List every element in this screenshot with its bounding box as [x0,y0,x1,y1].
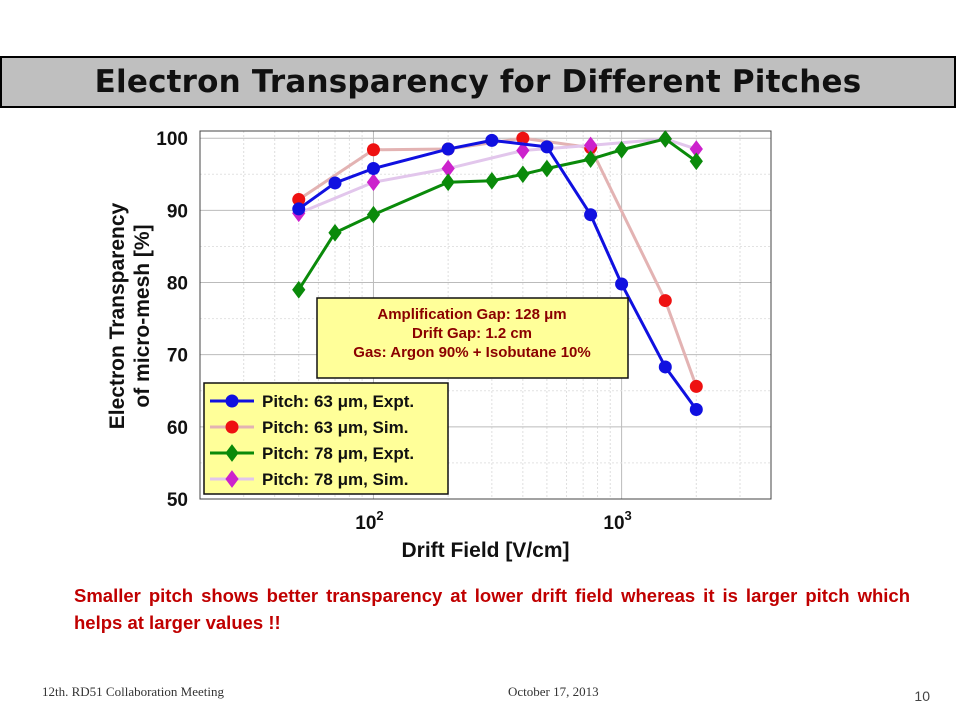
conclusion-note: Smaller pitch shows better transparency … [74,585,910,633]
data-point [540,159,554,178]
legend-swatch-marker [225,444,239,462]
slide-title-bar: Electron Transparency for Different Pitc… [0,56,956,108]
y-axis-label: Electron Transparencyof micro-mesh [%] [106,202,154,429]
legend: Pitch: 63 μm, Expt. Pitch: 63 μm, Sim. Pit… [203,382,449,495]
data-point [485,171,499,190]
data-point [689,379,703,393]
data-point [328,176,342,190]
info-box-line: Amplification Gap: 128 μm [377,306,566,323]
data-point [516,131,530,145]
legend-entry: Pitch: 78 μm, Expt. [262,444,414,463]
x-tick-label: 103 [603,508,631,534]
footer-date: October 17, 2013 [508,684,599,699]
y-tick-label: 70 [167,346,188,367]
data-point [614,140,629,159]
data-point [516,141,530,160]
data-point [366,162,380,176]
legend-entry: Pitch: 78 μm, Sim. [262,470,408,489]
data-point [658,130,672,148]
data-point [658,360,672,374]
data-point [658,294,672,308]
data-point [366,143,380,157]
legend-swatch-marker [225,394,239,408]
plot-frame [199,130,772,500]
legend-entry: Pitch: 63 μm, Expt. [262,392,414,411]
legend-swatch-marker [225,470,239,488]
data-point [441,142,455,156]
info-box: Amplification Gap: 128 μm Drift Gap: 1.2 … [316,297,629,379]
data-point [292,280,306,299]
data-point [292,193,306,207]
legend-swatch-marker [225,420,239,434]
data-point [615,277,629,291]
data-point [584,208,598,222]
data-point [485,133,499,147]
slide-title: Electron Transparency for Different Pitc… [94,64,862,100]
y-tick-label: 100 [156,129,188,150]
data-point [583,150,598,168]
data-point [292,202,306,216]
y-tick-label: 90 [167,201,188,222]
data-point [689,403,703,417]
data-point [328,223,342,242]
info-box-line: Drift Gap: 1.2 cm [412,325,532,342]
data-point [441,173,455,192]
info-box-line: Gas: Argon 90% + Isobutane 10% [353,344,590,361]
y-tick-label: 60 [167,418,188,439]
footer-meeting: 12th. RD51 Collaboration Meeting [42,684,224,699]
data-point [516,165,530,184]
x-tick-label: 102 [355,508,383,534]
data-point [366,205,381,224]
series-0 [292,133,703,417]
y-tick-label: 80 [167,274,188,295]
x-axis-label: Drift Field [V/cm] [401,539,569,562]
data-point [540,140,554,154]
series-2 [292,130,703,299]
legend-entry: Pitch: 63 μm, Sim. [262,418,408,437]
page-number: 10 [914,688,930,704]
data-point [689,152,703,171]
series-line [297,138,698,411]
y-tick-label: 50 [167,490,188,511]
data-point [366,173,381,192]
info-box-frame [316,297,629,379]
